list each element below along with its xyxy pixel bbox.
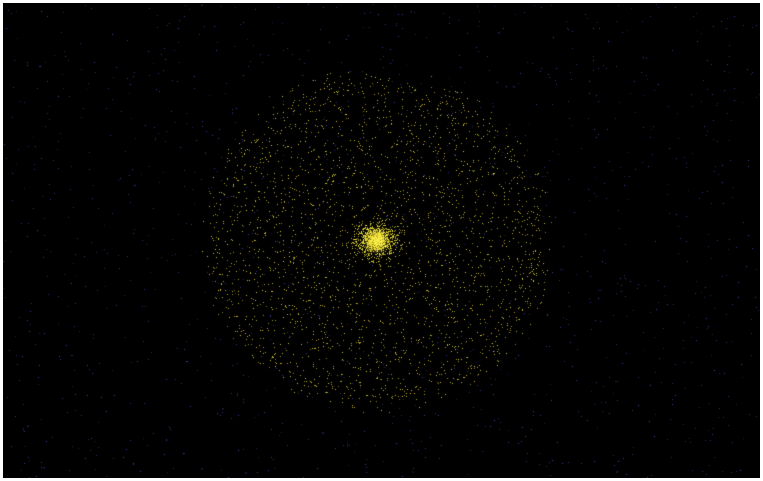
simulation-viewport[interactable]: [3, 3, 760, 478]
galaxy-simulation-canvas[interactable]: [3, 3, 760, 478]
